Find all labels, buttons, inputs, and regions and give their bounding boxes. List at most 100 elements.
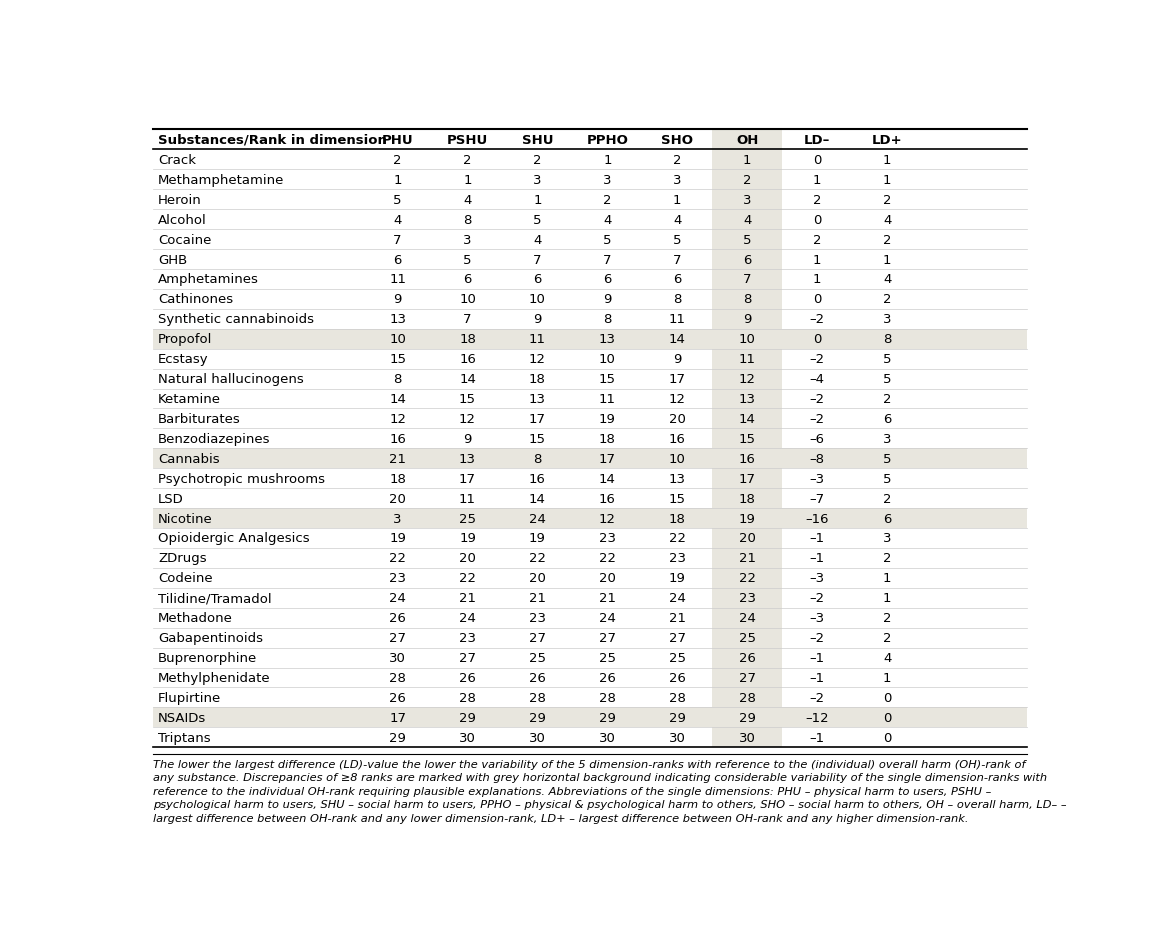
Text: 13: 13	[459, 452, 477, 465]
Text: 16: 16	[529, 472, 546, 485]
Text: 28: 28	[599, 691, 616, 704]
Text: 19: 19	[529, 532, 546, 545]
Text: –3: –3	[809, 572, 825, 585]
Text: –2: –2	[809, 592, 825, 605]
Text: 17: 17	[739, 472, 756, 485]
Text: 1: 1	[883, 592, 891, 605]
Text: –1: –1	[809, 552, 825, 564]
Text: 23: 23	[459, 632, 477, 644]
Text: –2: –2	[809, 632, 825, 644]
Text: 30: 30	[389, 651, 406, 665]
Text: Psychotropic mushrooms: Psychotropic mushrooms	[158, 472, 325, 485]
Text: 18: 18	[669, 512, 686, 525]
Text: 1: 1	[883, 254, 891, 266]
Text: 26: 26	[389, 611, 406, 624]
Text: 22: 22	[669, 532, 686, 545]
Text: 6: 6	[394, 254, 402, 266]
Text: 18: 18	[459, 333, 477, 345]
Text: 19: 19	[669, 572, 686, 585]
Text: 11: 11	[529, 333, 546, 345]
Text: 2: 2	[883, 194, 891, 207]
Text: 1: 1	[813, 273, 822, 286]
Text: 6: 6	[883, 413, 891, 426]
Text: 5: 5	[673, 233, 681, 246]
Text: 23: 23	[389, 572, 406, 585]
Text: 24: 24	[529, 512, 546, 525]
Text: 11: 11	[669, 313, 686, 326]
Text: 17: 17	[459, 472, 477, 485]
Text: 16: 16	[669, 432, 686, 446]
Text: 4: 4	[533, 233, 542, 246]
Text: 1: 1	[813, 173, 822, 186]
Text: 21: 21	[529, 592, 546, 605]
Text: Propofol: Propofol	[158, 333, 213, 345]
Text: 30: 30	[529, 731, 546, 744]
Bar	[153, 708, 1027, 727]
Text: 2: 2	[533, 154, 542, 167]
Text: 1: 1	[394, 173, 402, 186]
Text: 30: 30	[599, 731, 616, 744]
Text: –12: –12	[806, 711, 829, 724]
Text: 24: 24	[669, 592, 686, 605]
Text: 7: 7	[673, 254, 681, 266]
Text: 19: 19	[739, 512, 756, 525]
Text: –1: –1	[809, 671, 825, 684]
Text: 6: 6	[883, 512, 891, 525]
Text: Barbiturates: Barbiturates	[158, 413, 241, 426]
Text: 8: 8	[464, 213, 472, 227]
Text: 8: 8	[744, 293, 752, 306]
Text: 2: 2	[463, 154, 472, 167]
Text: –16: –16	[806, 512, 829, 525]
Text: Methylphenidate: Methylphenidate	[158, 671, 270, 684]
Text: 20: 20	[389, 492, 406, 505]
Text: 0: 0	[813, 213, 822, 227]
Text: 2: 2	[673, 154, 681, 167]
Text: –2: –2	[809, 691, 825, 704]
Text: 20: 20	[459, 552, 477, 564]
Text: Codeine: Codeine	[158, 572, 213, 585]
Text: 25: 25	[529, 651, 546, 665]
Text: 25: 25	[459, 512, 477, 525]
Text: 15: 15	[459, 392, 477, 405]
Text: 13: 13	[599, 333, 616, 345]
Text: 8: 8	[883, 333, 891, 345]
Text: 0: 0	[883, 731, 891, 744]
Text: 16: 16	[389, 432, 406, 446]
Text: 6: 6	[533, 273, 542, 286]
Text: 11: 11	[739, 353, 756, 366]
Text: 20: 20	[529, 572, 546, 585]
Text: 9: 9	[673, 353, 681, 366]
Text: 2: 2	[883, 392, 891, 405]
Text: 4: 4	[394, 213, 402, 227]
Text: 5: 5	[603, 233, 611, 246]
Text: 2: 2	[883, 293, 891, 306]
Text: 28: 28	[459, 691, 477, 704]
Text: 29: 29	[669, 711, 686, 724]
Text: 13: 13	[389, 313, 406, 326]
Text: LD+: LD+	[871, 134, 902, 147]
Text: 10: 10	[389, 333, 406, 345]
Text: GHB: GHB	[158, 254, 188, 266]
Text: 1: 1	[463, 173, 472, 186]
Text: 2: 2	[813, 233, 822, 246]
Text: 7: 7	[744, 273, 752, 286]
Text: –2: –2	[809, 392, 825, 405]
Text: SHO: SHO	[662, 134, 693, 147]
Text: –7: –7	[809, 492, 825, 505]
Text: Heroin: Heroin	[158, 194, 201, 207]
Text: 27: 27	[529, 632, 546, 644]
Text: 9: 9	[603, 293, 611, 306]
Text: 28: 28	[389, 671, 406, 684]
Text: Opioidergic Analgesics: Opioidergic Analgesics	[158, 532, 310, 545]
Text: 11: 11	[389, 273, 406, 286]
Text: 29: 29	[599, 711, 616, 724]
Text: 3: 3	[744, 194, 752, 207]
Text: 1: 1	[603, 154, 611, 167]
Text: 23: 23	[529, 611, 546, 624]
Text: 27: 27	[739, 671, 756, 684]
Text: 13: 13	[529, 392, 546, 405]
Text: 18: 18	[389, 472, 406, 485]
Text: Synthetic cannabinoids: Synthetic cannabinoids	[158, 313, 314, 326]
Text: 30: 30	[459, 731, 477, 744]
Text: 15: 15	[389, 353, 406, 366]
